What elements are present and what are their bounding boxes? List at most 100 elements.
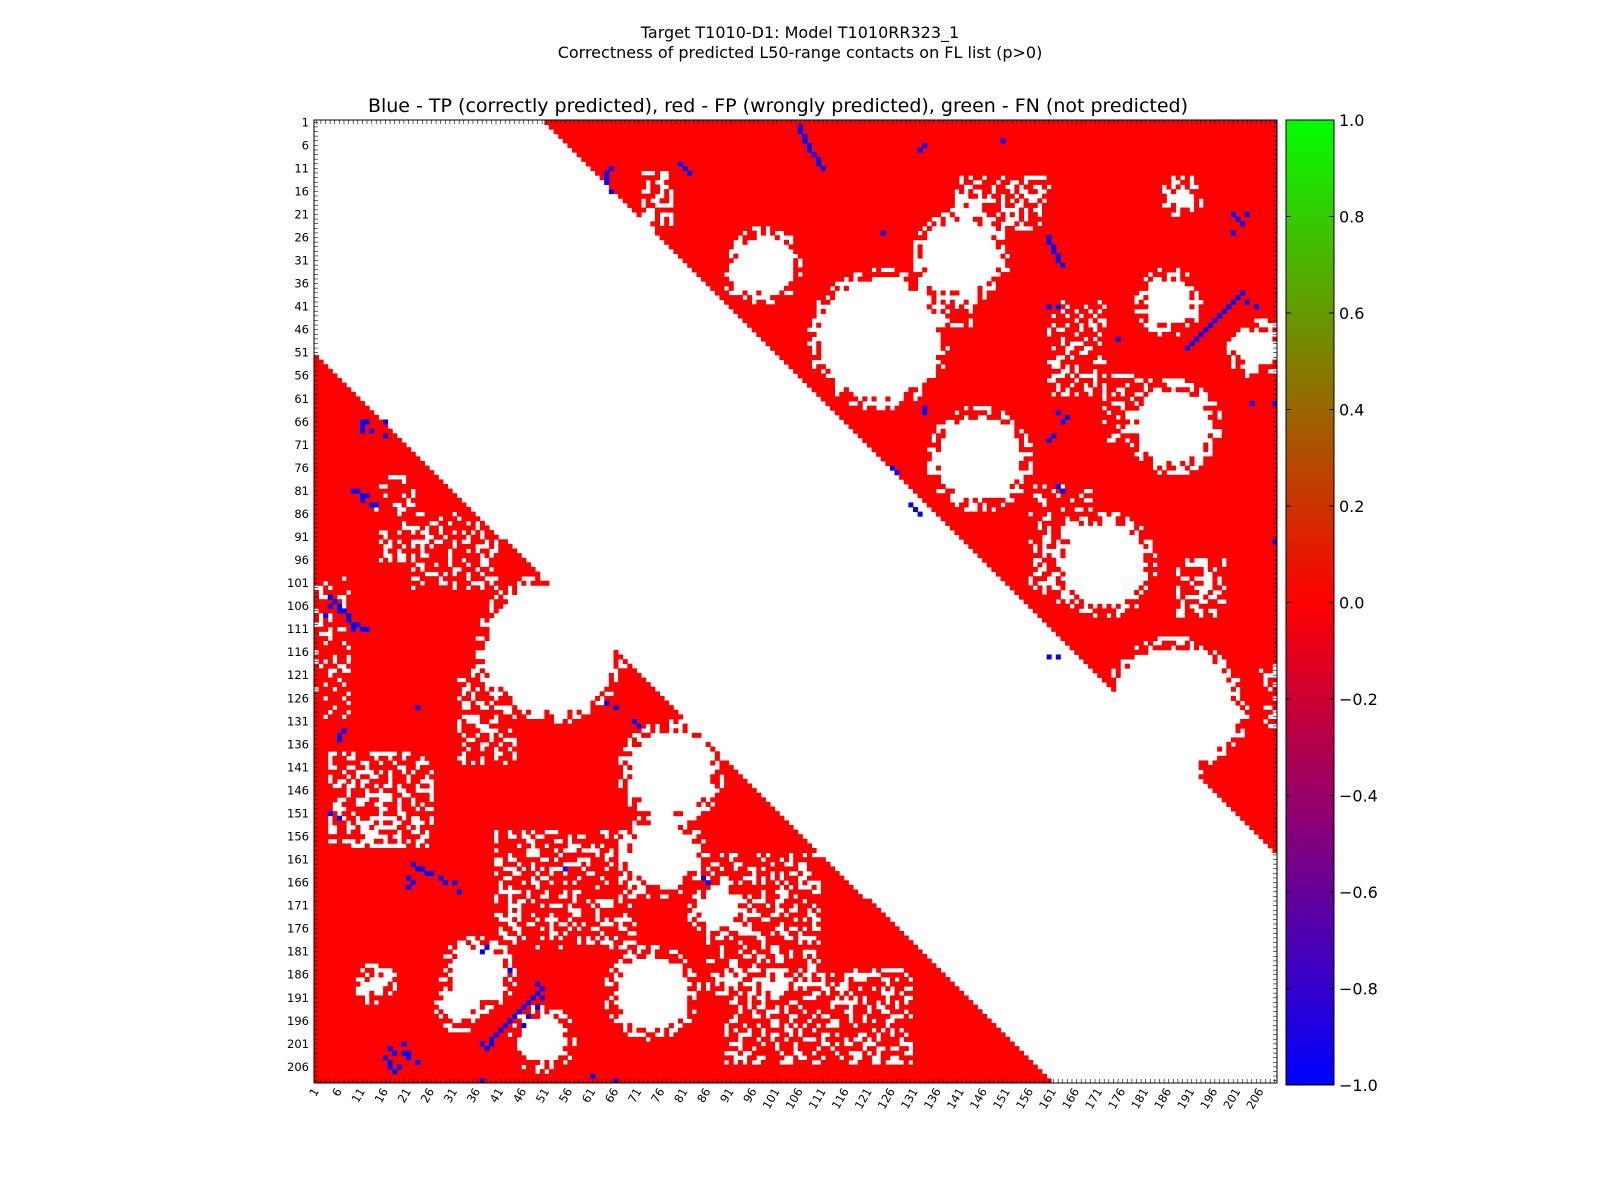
- fp-cell-run: [710, 797, 766, 803]
- tp-cell: [797, 129, 803, 135]
- fp-cell-run: [797, 894, 863, 900]
- fp-cell-run: [673, 198, 955, 204]
- fp-cell-run: [1124, 608, 1177, 614]
- fp-cell-run: [682, 953, 720, 959]
- fp-cell-run: [783, 990, 813, 996]
- fp-cell-run: [332, 617, 347, 623]
- fp-cell-run: [788, 967, 799, 973]
- fp-cell-run: [714, 769, 739, 775]
- fp-cell-run: [1180, 267, 1278, 273]
- fp-cell-run: [793, 276, 845, 282]
- fp-cell-run: [1143, 580, 1190, 586]
- fp-cell-run: [567, 930, 601, 936]
- fp-cell-run: [876, 1027, 882, 1033]
- fp-cell-run: [572, 834, 578, 840]
- fp-cell-run: [373, 820, 379, 826]
- fp-cell-run: [931, 295, 937, 301]
- fp-cell-run: [949, 345, 1052, 351]
- fp-cell-run: [599, 917, 605, 923]
- fp-cell-run: [530, 889, 545, 895]
- fp-cell-run: [1106, 603, 1112, 609]
- fp-cell-run: [903, 967, 942, 973]
- fp-cell-run: [982, 497, 1006, 503]
- fp-cell-run: [341, 811, 352, 817]
- fp-cell-run: [774, 861, 785, 867]
- fp-cell-run: [1101, 299, 1135, 305]
- tp-cell: [1051, 244, 1057, 250]
- fp-cell-run: [793, 1027, 799, 1033]
- fp-cell-run: [314, 520, 402, 526]
- fp-cell-run: [1198, 313, 1278, 319]
- fp-cell-run: [742, 1004, 748, 1010]
- fp-cell-run: [350, 613, 495, 619]
- fp-cell-run: [521, 926, 541, 932]
- fp-cell-run: [314, 691, 347, 697]
- fp-cell-run: [719, 765, 734, 771]
- fp-cell-run: [479, 668, 485, 674]
- fp-cell-run: [466, 732, 476, 738]
- fp-cell-run: [1184, 281, 1278, 287]
- fp-cell-run: [913, 986, 960, 992]
- y-tick-label: 201: [287, 1037, 309, 1051]
- fp-cell-run: [498, 539, 508, 545]
- fp-cell-run: [1120, 424, 1126, 430]
- fp-cell-run: [314, 714, 324, 720]
- fp-cell-run: [1028, 207, 1034, 213]
- fp-cell-run: [631, 884, 637, 890]
- fp-cell-run: [728, 1027, 734, 1033]
- fp-cell-run: [982, 207, 1001, 213]
- fp-cell-run: [314, 640, 324, 646]
- fp-cell-run: [719, 981, 725, 987]
- fp-cell-run: [346, 594, 495, 600]
- fp-cell-run: [516, 866, 522, 872]
- fp-cell-run: [1065, 341, 1071, 347]
- fp-cell-run: [650, 184, 660, 190]
- fp-cell-run: [314, 368, 333, 374]
- fp-cell-run: [1217, 594, 1278, 600]
- fp-cell-run: [742, 290, 748, 296]
- fp-cell-run: [678, 884, 711, 890]
- fp-cell-run: [696, 1009, 739, 1015]
- fp-cell-run: [512, 953, 624, 959]
- fp-cell-run: [1143, 525, 1278, 531]
- fp-cell-run: [889, 977, 895, 983]
- fp-cell-run: [1106, 318, 1140, 324]
- fp-cell-run: [604, 843, 619, 849]
- fp-cell-run: [502, 884, 508, 890]
- fp-cell-run: [337, 705, 462, 711]
- fp-cell-run: [314, 815, 329, 821]
- fp-cell-run: [1065, 354, 1071, 360]
- fp-cell-run: [691, 267, 730, 273]
- fp-cell-run: [595, 940, 601, 946]
- fp-cell-run: [581, 907, 596, 913]
- fp-cell-run: [765, 857, 780, 863]
- x-tick-label: 186: [1151, 1086, 1174, 1112]
- fp-cell-run: [1138, 594, 1177, 600]
- fp-cell-run: [687, 958, 707, 964]
- fp-cell-run: [383, 788, 398, 794]
- fp-cell-run: [1180, 566, 1204, 572]
- fp-cell-run: [728, 889, 762, 895]
- fp-cell-run: [986, 175, 1001, 181]
- fp-cell-run: [742, 1036, 757, 1042]
- fp-cell-run: [1088, 516, 1103, 522]
- fp-cell-run: [544, 834, 568, 840]
- fp-cell-run: [415, 493, 458, 499]
- fp-cell-run: [1134, 442, 1140, 448]
- fp-cell-run: [539, 944, 559, 950]
- colorbar-tick-label: 0.8: [1339, 208, 1364, 227]
- fp-cell-run: [1005, 198, 1011, 204]
- fp-cell-run: [498, 714, 513, 720]
- fp-cell-run: [783, 921, 813, 927]
- fp-cell-run: [567, 1036, 573, 1042]
- fp-cell-run: [783, 875, 799, 881]
- y-tick-label: 161: [287, 853, 309, 867]
- fp-cell-run: [788, 1036, 803, 1042]
- fp-cell-run: [945, 313, 1052, 319]
- fp-cell-run: [839, 391, 854, 397]
- fp-cell-run: [314, 921, 508, 927]
- fp-cell-run: [756, 880, 762, 886]
- fp-cell-run: [1051, 511, 1098, 517]
- fp-cell-run: [484, 530, 495, 536]
- fp-cell-run: [811, 977, 822, 983]
